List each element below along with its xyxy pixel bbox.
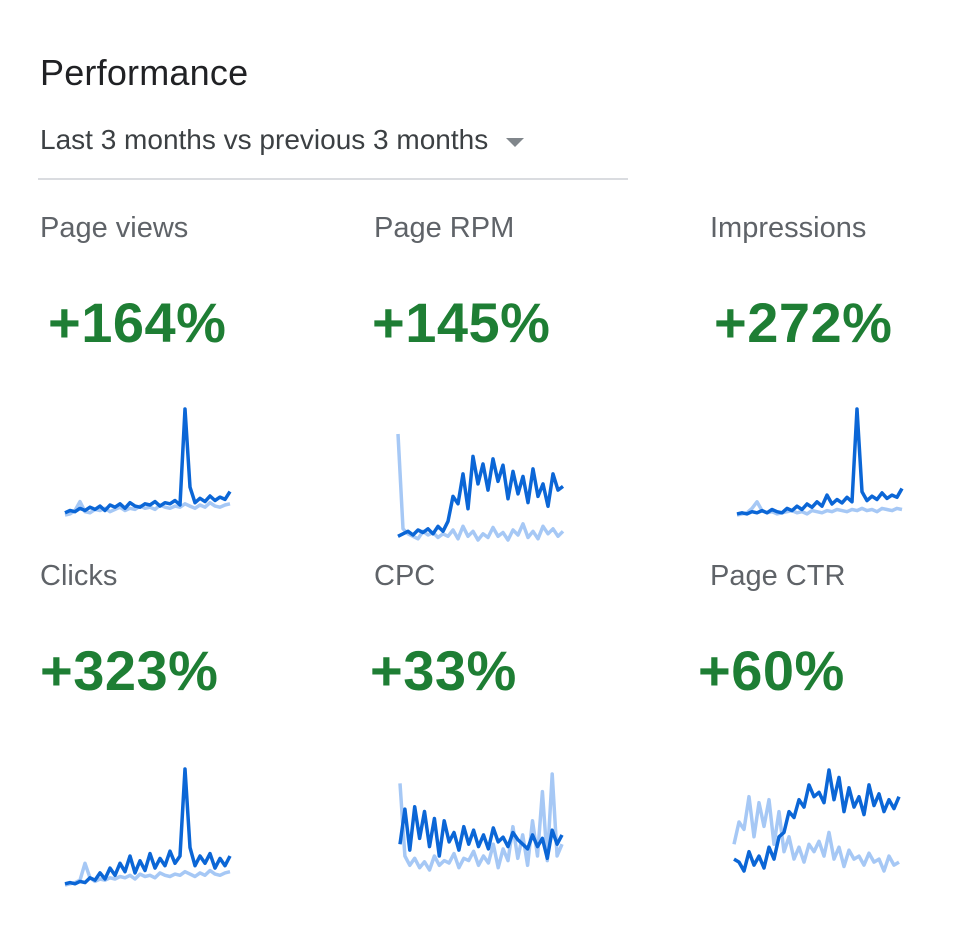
metric-label: Page RPM (374, 212, 515, 244)
metric-change-value: +60% (698, 639, 845, 702)
sparkline-chart (64, 767, 232, 887)
metric-change-value: +164% (48, 291, 227, 354)
sparkline-chart (396, 433, 565, 542)
metric-card-page-ctr[interactable]: Page CTR +60% (698, 560, 980, 900)
sparkline-chart (64, 407, 232, 517)
metric-label: Impressions (710, 212, 867, 244)
metric-card-page-views[interactable]: Page views +164% (40, 212, 340, 552)
page-title: Performance (40, 52, 249, 93)
metric-change-value: +272% (714, 291, 893, 354)
metric-label: Page views (40, 212, 189, 244)
sparkline-chart (736, 407, 904, 517)
metric-card-cpc[interactable]: CPC +33% (370, 560, 674, 900)
metric-change-value: +323% (40, 639, 219, 702)
sparkline-current-period (733, 768, 901, 873)
metric-card-page-rpm[interactable]: Page RPM +145% (372, 212, 674, 552)
sparkline-previous-period (732, 794, 900, 873)
metric-label: CPC (374, 560, 436, 592)
sparkline-current-period (64, 407, 232, 515)
sparkline-chart (732, 768, 901, 873)
sparkline-current-period (736, 407, 904, 516)
sparkline-current-period (64, 767, 232, 886)
metric-label: Page CTR (710, 560, 846, 592)
metric-change-value: +33% (370, 639, 517, 702)
sparkline-chart (398, 772, 564, 872)
date-range-selector[interactable]: Last 3 months vs previous 3 months (40, 122, 525, 158)
header-divider (38, 178, 628, 180)
date-range-label: Last 3 months vs previous 3 months (40, 124, 489, 155)
metric-label: Clicks (40, 560, 118, 592)
sparkline-previous-period (396, 433, 565, 542)
dropdown-caret-icon (506, 137, 525, 147)
metric-card-clicks[interactable]: Clicks +323% (40, 560, 340, 900)
sparkline-previous-period (64, 499, 231, 517)
sparkline-current-period (398, 805, 564, 861)
metric-card-impressions[interactable]: Impressions +272% (710, 212, 980, 552)
metric-change-value: +145% (372, 291, 551, 354)
sparkline-current-period (397, 454, 565, 538)
